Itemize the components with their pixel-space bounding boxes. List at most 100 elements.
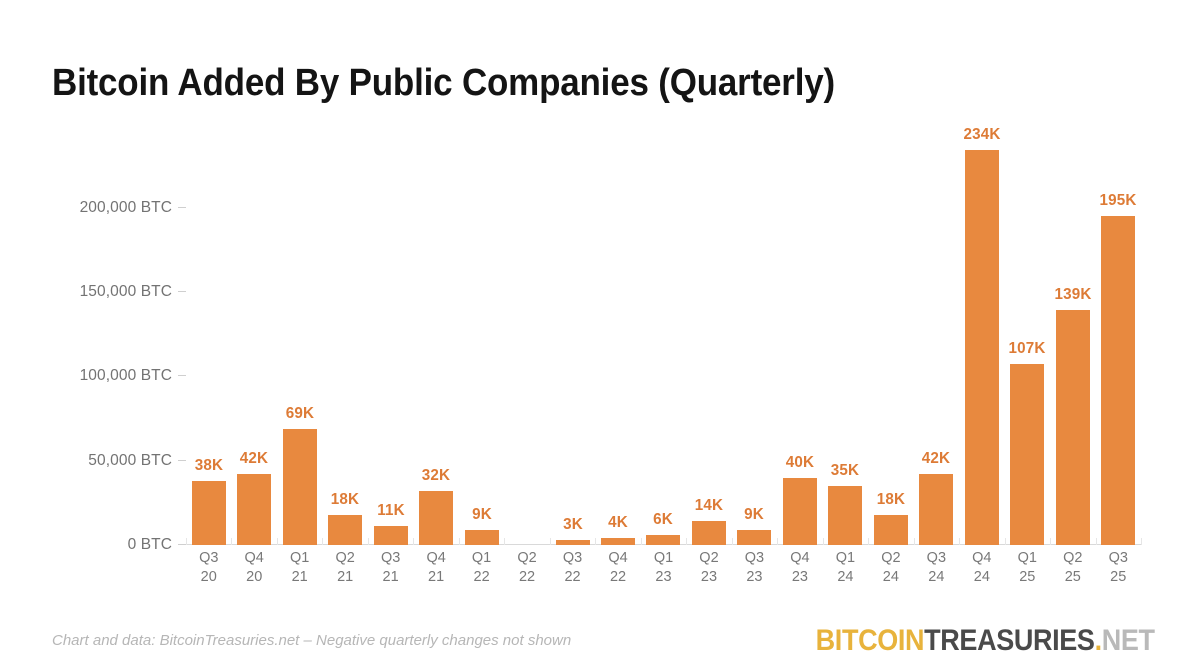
x-tick-quarter: Q1	[653, 550, 674, 566]
y-axis-tick: 50,000 BTC	[88, 451, 186, 469]
bar-group[interactable]: 11K	[368, 140, 413, 545]
bar[interactable]	[555, 539, 590, 545]
x-tick-quarter: Q1	[1017, 550, 1037, 566]
bar-group[interactable]: 6K	[641, 140, 686, 545]
bar-group[interactable]: 9K	[732, 140, 777, 545]
bar-group[interactable]: 40K	[777, 140, 822, 545]
x-axis-tick-label: Q3 23	[732, 549, 777, 587]
x-tick-year: 23	[791, 569, 808, 585]
x-axis-tick-mark	[186, 538, 187, 545]
x-tick-quarter: Q3	[380, 550, 401, 566]
y-axis-tick-label: 200,000 BTC	[79, 198, 172, 216]
x-axis-tick-label: Q1 22	[459, 549, 504, 587]
bar[interactable]	[646, 534, 681, 545]
bar-value-label: 11K	[376, 502, 405, 520]
bar-group[interactable]: 234K	[959, 126, 1004, 545]
x-tick-year: 22	[564, 569, 581, 585]
x-axis-tick-mark	[959, 538, 960, 545]
bar-group[interactable]: 3K	[550, 140, 595, 545]
x-axis-tick-label: Q2 22	[504, 549, 549, 587]
bar-group[interactable]: 42K	[914, 140, 959, 545]
x-tick-year: 24	[882, 569, 899, 585]
bar-value-label: 139K	[1054, 286, 1092, 304]
x-tick-quarter: Q1	[290, 550, 310, 566]
x-axis-tick-label: Q4 24	[959, 549, 1004, 587]
x-tick-quarter: Q3	[199, 550, 219, 566]
x-tick-quarter: Q2	[699, 550, 719, 566]
bar-group[interactable]: 9K	[459, 140, 504, 545]
bar-value-label: 9K	[744, 505, 765, 523]
x-tick-quarter: Q3	[562, 550, 583, 566]
bar[interactable]	[1101, 215, 1136, 545]
bar-value-label: 6K	[653, 510, 674, 528]
bar[interactable]	[873, 514, 908, 545]
bar-value-label: 4K	[608, 514, 628, 532]
bar[interactable]	[1010, 364, 1045, 545]
x-axis-tick-mark	[277, 538, 278, 545]
bar[interactable]	[282, 428, 317, 545]
bar-group[interactable]: 18K	[322, 140, 367, 545]
x-axis-tick-mark	[1141, 538, 1142, 545]
y-axis-tick: 0 BTC	[128, 536, 186, 553]
x-tick-year: 25	[1110, 569, 1127, 585]
x-axis-tick-mark	[459, 538, 460, 545]
bar[interactable]	[919, 474, 954, 545]
y-axis-tick: 150,000 BTC	[80, 283, 186, 300]
bar-group[interactable]: 32K	[413, 140, 458, 545]
bar-group[interactable]: 18K	[868, 140, 913, 545]
bar[interactable]	[191, 480, 226, 545]
x-axis-tick-label: Q3 25	[1096, 549, 1141, 587]
x-tick-quarter: Q2	[517, 550, 537, 566]
x-tick-quarter: Q4	[972, 550, 992, 566]
x-tick-year: 24	[837, 569, 854, 585]
bar[interactable]	[964, 150, 999, 545]
bar[interactable]	[601, 538, 636, 545]
bar-value-label: 42K	[239, 450, 269, 468]
x-tick-year: 23	[746, 569, 763, 585]
x-axis-tick-label: Q4 22	[595, 549, 640, 587]
x-tick-quarter: Q1	[471, 550, 492, 566]
bar[interactable]	[373, 526, 408, 545]
y-axis-tick-label: 50,000 BTC	[88, 451, 172, 469]
bar[interactable]	[737, 529, 772, 545]
bar-value-label: 42K	[922, 450, 951, 468]
logo-treasuries-text: TREASURIES	[924, 624, 1095, 657]
bar-group[interactable]: 14K	[686, 140, 731, 545]
bar-group[interactable]: 195K	[1096, 140, 1141, 545]
x-axis-tick-mark	[823, 538, 824, 545]
bar-group[interactable]: 107K	[1005, 140, 1050, 545]
bar-group[interactable]: 38K	[186, 140, 231, 545]
bar-group[interactable]: 35K	[823, 140, 868, 545]
bar[interactable]	[237, 474, 272, 545]
x-axis-tick-label: Q2 21	[322, 549, 367, 587]
logo-bitcoin-text: BITCOIN	[816, 624, 925, 657]
x-tick-quarter: Q3	[926, 550, 947, 566]
x-tick-quarter: Q2	[1063, 550, 1083, 566]
x-axis-tick-mark	[1005, 538, 1006, 545]
bar[interactable]	[419, 491, 454, 545]
bar-group[interactable]: 139K	[1050, 140, 1095, 545]
logo-net-text: NET	[1102, 624, 1155, 657]
bar-group[interactable]: 69K	[277, 140, 322, 545]
bar[interactable]	[691, 521, 726, 545]
x-axis-tick-mark	[322, 538, 323, 545]
x-tick-year: 21	[428, 569, 445, 585]
x-tick-year: 25	[1064, 569, 1081, 585]
bar[interactable]	[1055, 310, 1090, 545]
bar-value-label: 38K	[194, 456, 223, 474]
bar-group[interactable]	[504, 140, 549, 545]
bar-value-label: 107K	[1008, 340, 1046, 358]
bar-group[interactable]: 42K	[231, 140, 276, 545]
x-axis-tick-label: Q4 21	[413, 549, 458, 587]
page-title: Bitcoin Added By Public Companies (Quart…	[52, 62, 835, 104]
bar-group[interactable]: 4K	[595, 140, 640, 545]
bar[interactable]	[828, 485, 863, 545]
bar-value-label: 69K	[285, 404, 314, 422]
bar[interactable]	[328, 514, 363, 545]
x-axis-tick-label: Q2 24	[868, 549, 913, 587]
bar[interactable]	[464, 529, 499, 545]
bar-value-label: 32K	[421, 467, 451, 484]
bar[interactable]	[782, 477, 817, 545]
x-axis-tick-mark	[686, 538, 687, 545]
